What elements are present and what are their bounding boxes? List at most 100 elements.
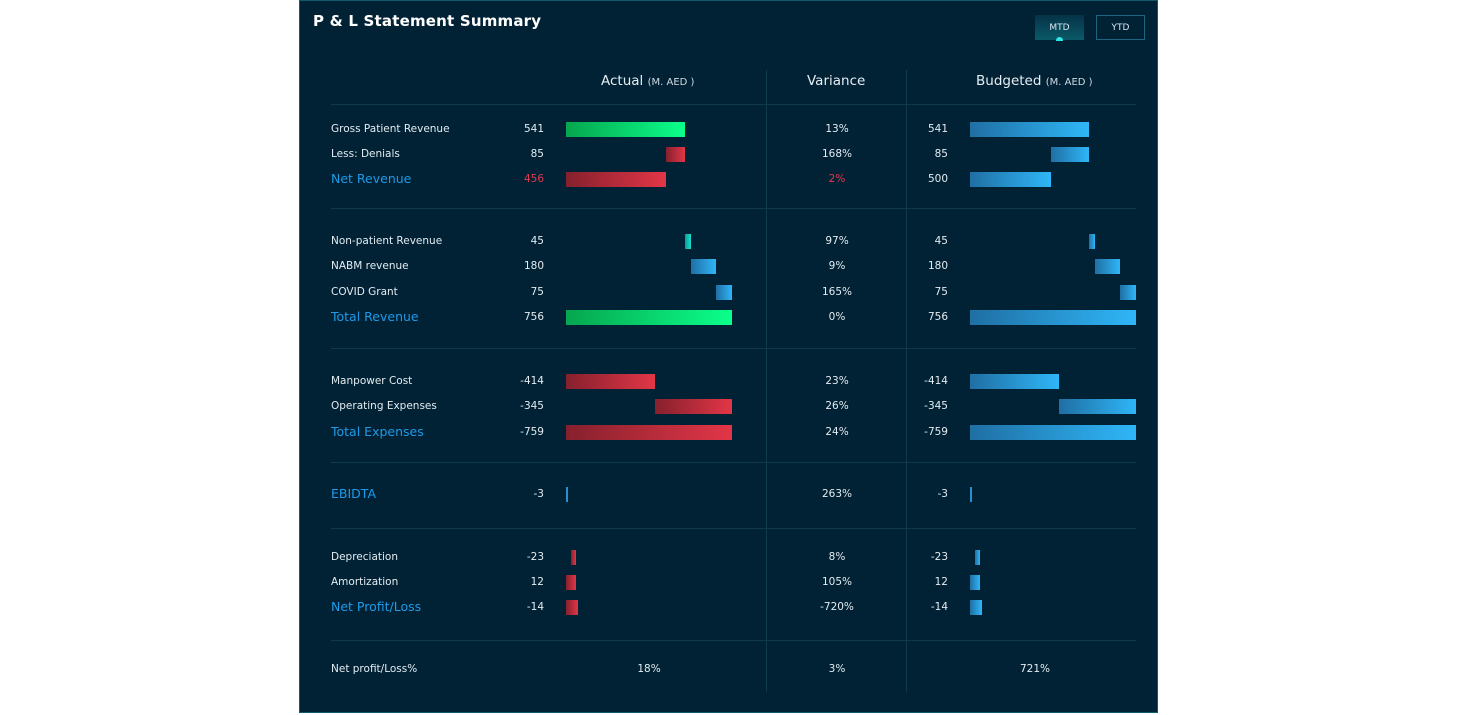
column-divider [906, 70, 907, 692]
actual-value: -414 [520, 375, 544, 387]
variance-value: 263% [821, 488, 853, 500]
budgeted-header-label: Budgeted [976, 73, 1042, 89]
budget-value: 756 [927, 311, 948, 323]
actual-value: 85 [530, 148, 544, 160]
row-divider [331, 462, 1136, 463]
variance-header: Variance [807, 73, 866, 89]
actual-bar [566, 575, 577, 590]
row-label: Net Revenue [331, 171, 412, 186]
variance-value: 24% [825, 426, 849, 438]
footer-label: Net profit/Loss% [331, 663, 418, 675]
variance-value: 23% [825, 375, 849, 387]
column-divider [766, 70, 767, 692]
actual-bar [666, 147, 685, 162]
budget-value: -23 [930, 551, 948, 563]
variance-value: 26% [825, 400, 849, 412]
table-row: Amortization 12 105% 12 [300, 572, 1159, 592]
actual-value: -3 [533, 488, 544, 500]
actual-bar [716, 285, 732, 300]
row-label: Amortization [331, 576, 399, 588]
budget-bar [970, 310, 1136, 325]
variance-value: 97% [825, 235, 849, 247]
row-label: Total Revenue [331, 309, 419, 324]
actual-value: -14 [526, 601, 544, 613]
actual-value: 75 [530, 286, 544, 298]
variance-value: 165% [821, 286, 853, 298]
table-row: Total Expenses -759 24% -759 [300, 422, 1159, 442]
budget-bar [970, 374, 1059, 389]
actual-value: 45 [530, 235, 544, 247]
variance-value: 8% [828, 551, 846, 563]
actual-bar [566, 310, 732, 325]
table-row: Manpower Cost -414 23% -414 [300, 371, 1159, 391]
actual-header-label: Actual [601, 73, 644, 89]
row-label: Depreciation [331, 551, 398, 563]
variance-value: 0% [828, 311, 846, 323]
variance-value: 105% [821, 576, 853, 588]
actual-bar [566, 425, 732, 440]
actual-bar [566, 600, 579, 615]
budget-value: -414 [924, 375, 948, 387]
table-row: Operating Expenses -345 26% -345 [300, 396, 1159, 416]
budget-value: -14 [930, 601, 948, 613]
budget-bar [970, 425, 1136, 440]
budget-bar [975, 550, 981, 565]
budget-bar [970, 600, 983, 615]
variance-value: 168% [821, 148, 853, 160]
budget-value: 500 [927, 173, 948, 185]
variance-value: -720% [820, 601, 854, 613]
budget-value: 541 [927, 123, 948, 135]
row-label: Non-patient Revenue [331, 235, 443, 247]
budget-value: -3 [937, 488, 948, 500]
budget-value: 75 [934, 286, 948, 298]
row-label: NABM revenue [331, 260, 409, 272]
pl-statement-panel: P & L Statement Summary MTD YTD Actual (… [299, 0, 1158, 713]
row-divider [331, 640, 1136, 641]
table-row: Total Revenue 756 0% 756 [300, 307, 1159, 327]
row-divider [331, 528, 1136, 529]
row-label: Less: Denials [331, 148, 400, 160]
actual-bar [566, 172, 667, 187]
actual-value: 456 [523, 173, 544, 185]
budget-value: -345 [924, 400, 948, 412]
actual-value: -345 [520, 400, 544, 412]
budget-bar [970, 575, 981, 590]
table-row: NABM revenue 180 9% 180 [300, 256, 1159, 276]
budget-bar [970, 122, 1089, 137]
footer-budget: 721% [1019, 663, 1051, 675]
table-row: Net Revenue 456 2% 500 [300, 169, 1159, 189]
actual-header: Actual (M. AED ) [601, 73, 694, 89]
actual-value: 541 [523, 123, 544, 135]
budget-value: 180 [927, 260, 948, 272]
table-row: Net Profit/Loss -14 -720% -14 [300, 597, 1159, 617]
row-divider [331, 208, 1136, 209]
budgeted-unit: (M. AED ) [1045, 77, 1093, 88]
actual-value: -759 [520, 426, 544, 438]
table-row: Gross Patient Revenue 541 13% 541 [300, 119, 1159, 139]
ytd-toggle-button[interactable]: YTD [1096, 15, 1145, 40]
budget-bar [970, 172, 1052, 187]
variance-value: 9% [828, 260, 846, 272]
budget-bar [970, 487, 972, 502]
footer-variance: 3% [828, 663, 846, 675]
row-divider [331, 104, 1136, 105]
budget-value: -759 [924, 426, 948, 438]
mtd-toggle-button[interactable]: MTD [1035, 15, 1084, 41]
table-row: COVID Grant 75 165% 75 [300, 282, 1159, 302]
actual-unit: (M. AED ) [647, 77, 695, 88]
row-divider [331, 348, 1136, 349]
table-row: EBIDTA -3 263% -3 [300, 484, 1159, 504]
row-label: Gross Patient Revenue [331, 123, 450, 135]
budget-bar [1058, 399, 1136, 414]
row-label: Operating Expenses [331, 400, 437, 412]
budget-value: 85 [934, 148, 948, 160]
budget-bar [1051, 147, 1089, 162]
budget-value: 45 [934, 235, 948, 247]
row-label: Total Expenses [331, 424, 424, 439]
actual-bar [566, 374, 655, 389]
budgeted-header: Budgeted (M. AED ) [976, 73, 1093, 89]
row-label: Net Profit/Loss [331, 599, 422, 614]
variance-value: 13% [825, 123, 849, 135]
variance-value: 2% [828, 173, 846, 185]
budget-bar [1088, 234, 1096, 249]
